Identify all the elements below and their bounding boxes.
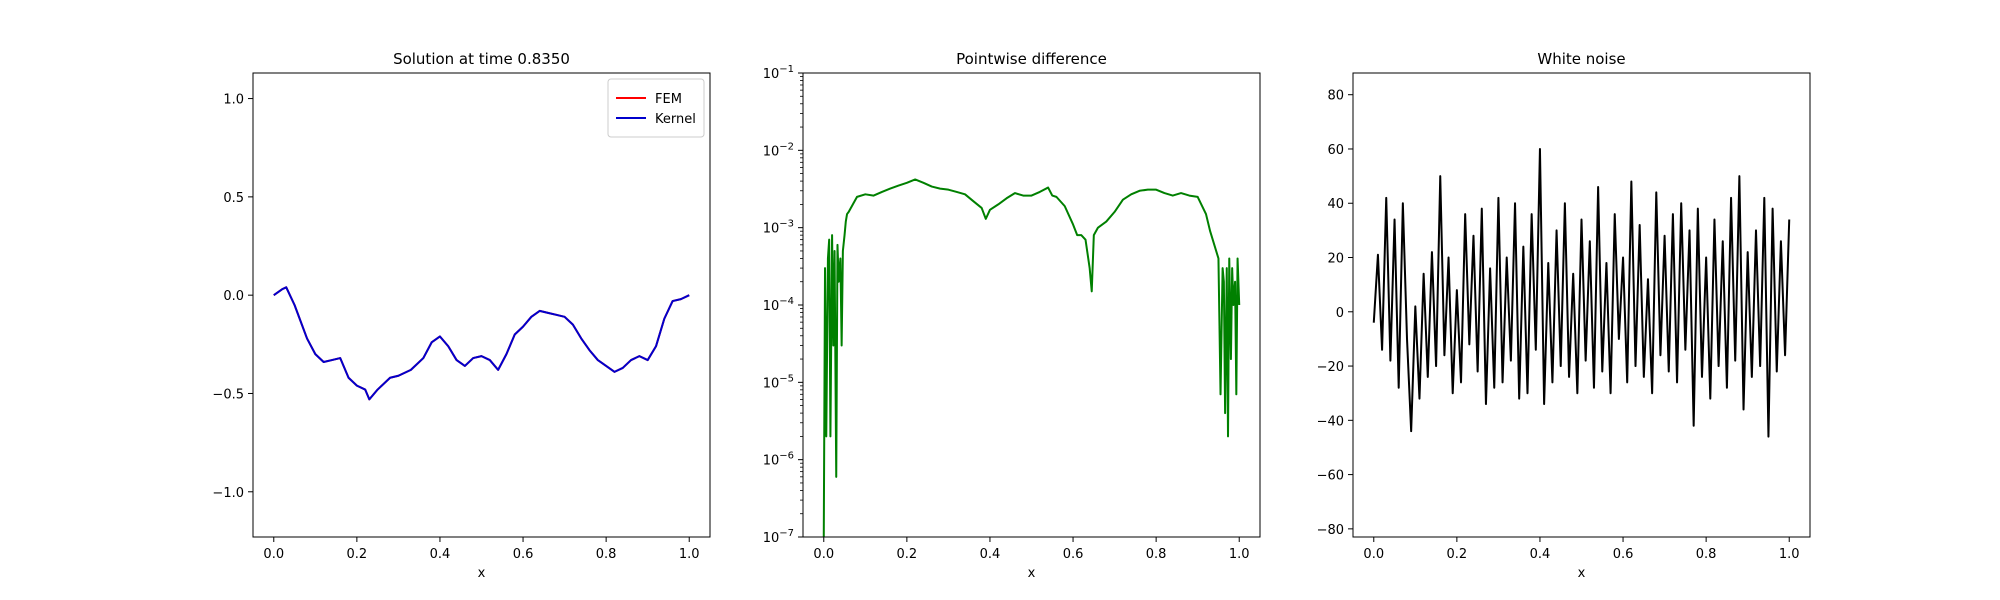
series-line-1 (1372, 147, 1791, 438)
y-tick-label: 10−5 (763, 373, 794, 391)
x-tick-label: 0.6 (1063, 547, 1084, 562)
series-line-1 (822, 178, 1241, 537)
x-tick-label: 0.0 (813, 547, 834, 562)
y-tick-label: 20 (1327, 252, 1344, 267)
y-tick-label: 10−1 (763, 64, 794, 82)
x-tick-label: 0.2 (897, 547, 918, 562)
legend-box (607, 78, 705, 138)
x-tick-label: 0.4 (430, 547, 451, 562)
series-line-1 (273, 286, 690, 401)
y-tick-label: 40 (1327, 197, 1344, 212)
y-tick-label: −40 (1317, 414, 1344, 429)
chart-title: Pointwise difference (956, 50, 1107, 68)
y-tick-label: 0.5 (223, 191, 244, 206)
y-tick-label: 10−4 (763, 296, 794, 314)
y-tick-label: 1.0 (223, 93, 244, 108)
chart-title: Solution at time 0.8350 (393, 50, 570, 68)
axes-frame (802, 72, 1261, 538)
y-tick-label: −80 (1317, 523, 1344, 538)
x-tick-label: 0.8 (1696, 547, 1717, 562)
y-tick-label: 60 (1327, 143, 1344, 158)
y-tick-label: −60 (1317, 469, 1344, 484)
legend-label: FEM (655, 92, 682, 107)
y-tick-label: 10−6 (763, 451, 794, 469)
legend-label: Kernel (655, 112, 696, 127)
y-tick-label: 10−7 (763, 528, 794, 546)
x-tick-label: 0.0 (263, 547, 284, 562)
y-tick-label: 10−3 (763, 219, 794, 237)
y-tick-label: 10−2 (763, 141, 794, 159)
x-tick-label: 0.8 (596, 547, 617, 562)
x-tick-label: 1.0 (1779, 547, 1800, 562)
x-tick-label: 0.4 (980, 547, 1001, 562)
x-tick-label: 0.6 (513, 547, 534, 562)
panel-2: Pointwise difference 0.0 0.2 0.4 0.6 0.8 1.0 x 1… (763, 50, 1261, 581)
x-axis-label: x (1578, 566, 1586, 581)
x-tick-label: 0.8 (1146, 547, 1167, 562)
series-line-2 (273, 286, 690, 401)
x-tick-label: 0.2 (1447, 547, 1468, 562)
x-tick-label: 1.0 (1229, 547, 1250, 562)
panel-3: White noise 0.0 0.2 0.4 0.6 0.8 1.0 x −80 −60 −40 −… (1317, 50, 1811, 581)
x-axis-label: x (478, 566, 486, 581)
y-tick-label: 80 (1327, 89, 1344, 104)
chart-title: White noise (1537, 50, 1625, 68)
x-tick-label: 1.0 (679, 547, 700, 562)
x-tick-label: 0.4 (1530, 547, 1551, 562)
y-tick-label: −0.5 (212, 387, 244, 402)
panel-1: Solution at time 0.8350 0.0 0.2 0.4 0.6 0.8 1.… (212, 50, 711, 581)
axes-frame (1352, 72, 1811, 538)
axes-frame (252, 72, 711, 538)
x-tick-label: 0.2 (347, 547, 368, 562)
legend: FEM Kernel (607, 78, 705, 138)
y-tick-label: −20 (1317, 360, 1344, 375)
y-tick-label: 0 (1336, 306, 1344, 321)
y-tick-label: −1.0 (212, 486, 244, 501)
x-axis-label: x (1028, 566, 1036, 581)
y-tick-label: 0.0 (223, 289, 244, 304)
x-tick-label: 0.6 (1613, 547, 1634, 562)
x-tick-label: 0.0 (1363, 547, 1384, 562)
